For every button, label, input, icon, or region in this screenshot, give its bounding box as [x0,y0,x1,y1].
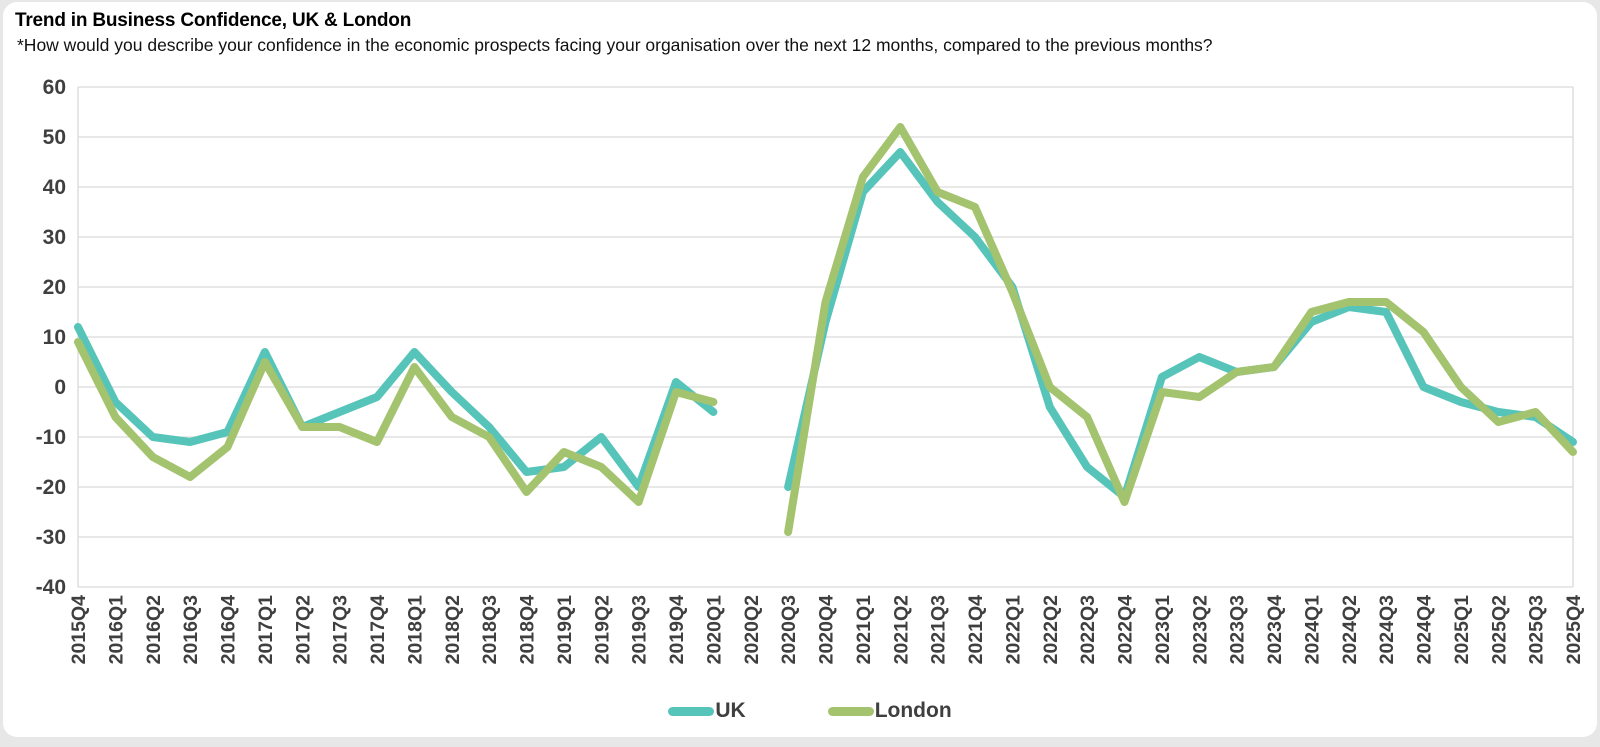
y-tick-label: -40 [36,576,66,599]
y-tick-label: 30 [43,226,66,249]
x-tick-label-2023Q2: 2023Q2 [1189,595,1211,665]
x-tick-label-2019Q3: 2019Q3 [629,595,651,665]
y-tick-label: 0 [54,376,66,399]
x-tick-label-2019Q2: 2019Q2 [591,595,613,665]
x-tick-label-2024Q1: 2024Q1 [1301,595,1323,665]
y-tick-label: 10 [43,326,66,349]
x-tick-label-2022Q4: 2022Q4 [1115,595,1137,665]
y-tick-label: -30 [36,526,66,549]
series-line-uk [74,148,1577,501]
x-tick-label-2023Q4: 2023Q4 [1264,595,1286,665]
y-tick-label: 60 [43,76,66,99]
x-tick-label-2018Q4: 2018Q4 [517,595,539,665]
x-tick-label-2020Q3: 2020Q3 [778,595,800,665]
x-tick-label-2019Q4: 2019Q4 [666,595,688,665]
x-tick-label-2017Q2: 2017Q2 [292,595,314,665]
y-tick-label: 40 [43,176,66,199]
x-tick-label-2021Q1: 2021Q1 [853,595,875,665]
x-tick-label-2017Q4: 2017Q4 [367,595,389,665]
x-tick-label-2021Q4: 2021Q4 [965,595,987,665]
x-tick-label-2025Q3: 2025Q3 [1526,595,1548,665]
x-tick-label-2023Q1: 2023Q1 [1152,595,1174,665]
x-tick-label-2022Q1: 2022Q1 [1002,595,1024,665]
x-tick-label-2018Q1: 2018Q1 [404,595,426,665]
legend-item-london: London [827,699,952,723]
x-tick-label-2018Q2: 2018Q2 [442,595,464,665]
x-tick-label-2024Q4: 2024Q4 [1414,595,1436,665]
x-tick-label-2019Q1: 2019Q1 [554,595,576,665]
london-line-swatch-icon [827,706,874,716]
chart-title: Trend in Business Confidence, UK & Londo… [15,10,412,31]
x-tick-label-2018Q3: 2018Q3 [479,595,501,665]
x-tick-label-2024Q3: 2024Q3 [1376,595,1398,665]
x-tick-label-2015Q4: 2015Q4 [68,595,90,665]
y-tick-label: 20 [43,276,66,299]
legend-label-uk: UK [715,699,746,722]
x-tick-label-2021Q2: 2021Q2 [890,595,912,665]
x-tick-label-2016Q1: 2016Q1 [105,595,127,665]
x-tick-label-2016Q3: 2016Q3 [180,595,202,665]
x-tick-label-2016Q2: 2016Q2 [143,595,165,665]
x-tick-label-2017Q3: 2017Q3 [330,595,352,665]
y-tick-label: 50 [43,126,66,149]
x-tick-label-2025Q4: 2025Q4 [1563,595,1585,665]
x-tick-label-2016Q4: 2016Q4 [218,595,240,665]
chart-card: Trend in Business Confidence, UK & Londo… [3,2,1597,737]
x-tick-label-2017Q1: 2017Q1 [255,595,277,665]
chart-legend: UK London [3,699,1600,723]
y-tick-label: -10 [36,426,66,449]
legend-label-london: London [874,699,952,722]
series-line-london [74,123,1577,536]
x-tick-label-2021Q3: 2021Q3 [928,595,950,665]
x-tick-label-2023Q3: 2023Q3 [1227,595,1249,665]
legend-item-uk: UK [668,699,746,723]
chart-subtitle: *How would you describe your confidence … [17,35,1213,55]
uk-line-swatch-icon [668,706,715,716]
x-tick-label-2024Q2: 2024Q2 [1339,595,1361,665]
x-tick-label-2022Q2: 2022Q2 [1040,595,1062,665]
x-tick-label-2022Q3: 2022Q3 [1077,595,1099,665]
x-tick-label-2025Q2: 2025Q2 [1488,595,1510,665]
x-tick-label-2020Q4: 2020Q4 [816,595,838,665]
x-tick-label-2025Q1: 2025Q1 [1451,595,1473,665]
x-tick-label-2020Q1: 2020Q1 [703,595,725,665]
x-tick-label-2020Q2: 2020Q2 [741,595,763,665]
y-tick-label: -20 [36,476,66,499]
